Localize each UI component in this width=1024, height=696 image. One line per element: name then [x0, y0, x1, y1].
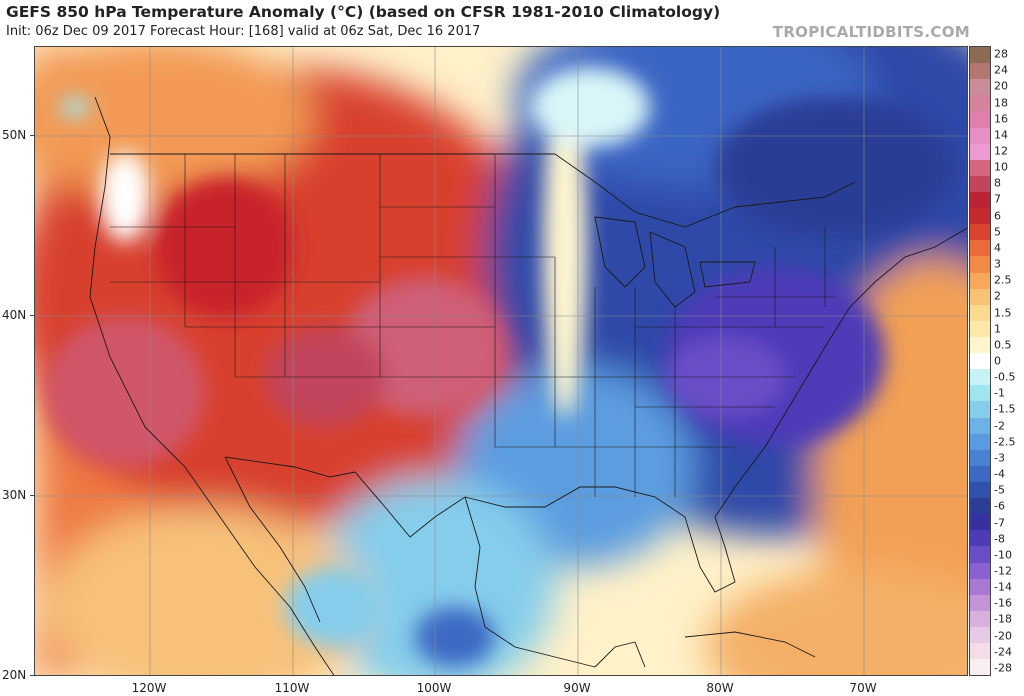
colorbar-label: 10	[994, 160, 1008, 174]
colorbar-labels: 28 24 20 18 16 14 12 10 8 7 6 5 4 3 2.5 2 1.5 1 0.5 0 -0.5 -1…	[994, 46, 1024, 676]
colorbar-label: -12	[994, 564, 1012, 578]
colorbar-swatch	[970, 498, 990, 515]
colorbar-swatch	[970, 626, 990, 644]
colorbar-label: -4	[994, 467, 1005, 481]
colorbar-label: 2	[994, 289, 1001, 303]
colorbar-label: -0.5	[994, 370, 1016, 384]
colorbar-swatch	[970, 240, 990, 257]
colorbar-swatch	[970, 481, 990, 499]
colorbar-label: 16	[994, 112, 1008, 126]
colorbar-label: 24	[994, 63, 1008, 77]
colorbar-swatch	[970, 95, 990, 112]
lon-label-120w: 120W	[131, 681, 167, 695]
lon-label-90w: 90W	[563, 681, 591, 695]
colorbar-swatch	[970, 224, 990, 241]
lat-label-20n: 20N	[2, 668, 27, 682]
colorbar-label: 12	[994, 144, 1008, 158]
lat-tick-50n	[30, 135, 34, 136]
colorbar-label: -7	[994, 516, 1005, 530]
colorbar-swatch	[970, 659, 990, 676]
colorbar-swatch	[970, 353, 990, 370]
colorbar-swatch	[970, 208, 990, 225]
colorbar-label: 1	[994, 322, 1001, 336]
colorbar-swatch	[970, 159, 990, 176]
lat-label-40n: 40N	[2, 308, 27, 322]
colorbar-label: -2	[994, 419, 1005, 433]
colorbar-label: 0	[994, 354, 1001, 368]
lat-label-50n: 50N	[2, 128, 27, 142]
lat-tick-20n	[30, 675, 34, 676]
colorbar-swatch	[970, 385, 990, 402]
colorbar-swatch	[970, 320, 990, 337]
colorbar-label: 0.5	[994, 338, 1012, 352]
colorbar-swatch	[970, 336, 990, 354]
colorbar-label: 14	[994, 128, 1008, 142]
map-subtitle: Init: 06z Dec 09 2017 Forecast Hour: [16…	[6, 24, 481, 39]
map-title: GEFS 850 hPa Temperature Anomaly (°C) (b…	[6, 3, 721, 21]
lat-tick-40n	[30, 315, 34, 316]
colorbar-label: -18	[994, 612, 1012, 626]
colorbar-label: 28	[994, 47, 1008, 61]
colorbar-label: 20	[994, 79, 1008, 93]
colorbar-label: 2.5	[994, 273, 1012, 287]
colorbar-swatch	[970, 288, 990, 305]
colorbar-label: -16	[994, 596, 1012, 610]
colorbar-label: -20	[994, 629, 1012, 643]
anomaly-map	[34, 46, 968, 676]
colorbar-label: 8	[994, 176, 1001, 190]
colorbar-swatch	[970, 111, 990, 128]
colorbar-swatch	[970, 610, 990, 627]
colorbar-label: 6	[994, 209, 1001, 223]
colorbar-swatch	[970, 562, 990, 579]
colorbar-swatch	[970, 433, 990, 450]
colorbar-label: -10	[994, 548, 1012, 562]
colorbar	[969, 46, 991, 676]
colorbar-swatch	[970, 272, 990, 289]
colorbar-swatch	[970, 304, 990, 321]
colorbar-label: -8	[994, 532, 1005, 546]
source-watermark: TROPICALTIDBITS.COM	[772, 23, 970, 41]
colorbar-swatch	[970, 369, 990, 386]
colorbar-swatch	[970, 546, 990, 563]
colorbar-swatch	[970, 401, 990, 418]
colorbar-swatch	[970, 79, 990, 96]
colorbar-swatch	[970, 594, 990, 611]
colorbar-swatch	[970, 47, 990, 64]
lon-label-70w: 70W	[849, 681, 877, 695]
colorbar-label: -5	[994, 483, 1005, 497]
colorbar-label: -1	[994, 386, 1005, 400]
colorbar-label: 1.5	[994, 306, 1012, 320]
colorbar-label: 7	[994, 192, 1001, 206]
colorbar-swatch	[970, 191, 990, 209]
colorbar-label: 4	[994, 241, 1001, 255]
colorbar-label: -24	[994, 645, 1012, 659]
colorbar-swatch	[970, 514, 990, 531]
lon-label-80w: 80W	[706, 681, 734, 695]
colorbar-swatch	[970, 449, 990, 466]
colorbar-label: 5	[994, 225, 1001, 239]
colorbar-swatch	[970, 143, 990, 160]
lon-label-100w: 100W	[416, 681, 452, 695]
colorbar-label: 3	[994, 257, 1001, 271]
colorbar-label: -14	[994, 580, 1012, 594]
lat-label-30n: 30N	[2, 488, 27, 502]
colorbar-label: -2.5	[994, 435, 1016, 449]
colorbar-swatch	[970, 63, 990, 80]
colorbar-swatch	[970, 256, 990, 273]
colorbar-label: -28	[994, 661, 1012, 675]
colorbar-label: -3	[994, 451, 1005, 465]
colorbar-swatch	[970, 175, 990, 192]
colorbar-swatch	[970, 530, 990, 547]
colorbar-label: -6	[994, 499, 1005, 513]
colorbar-swatch	[970, 578, 990, 595]
colorbar-swatch	[970, 465, 990, 482]
colorbar-swatch	[970, 417, 990, 434]
lon-label-110w: 110W	[274, 681, 310, 695]
lat-tick-30n	[30, 495, 34, 496]
colorbar-label: 18	[994, 96, 1008, 110]
anomaly-map-canvas	[35, 47, 967, 675]
colorbar-swatch	[970, 643, 990, 660]
colorbar-swatch	[970, 127, 990, 144]
colorbar-label: -1.5	[994, 402, 1016, 416]
